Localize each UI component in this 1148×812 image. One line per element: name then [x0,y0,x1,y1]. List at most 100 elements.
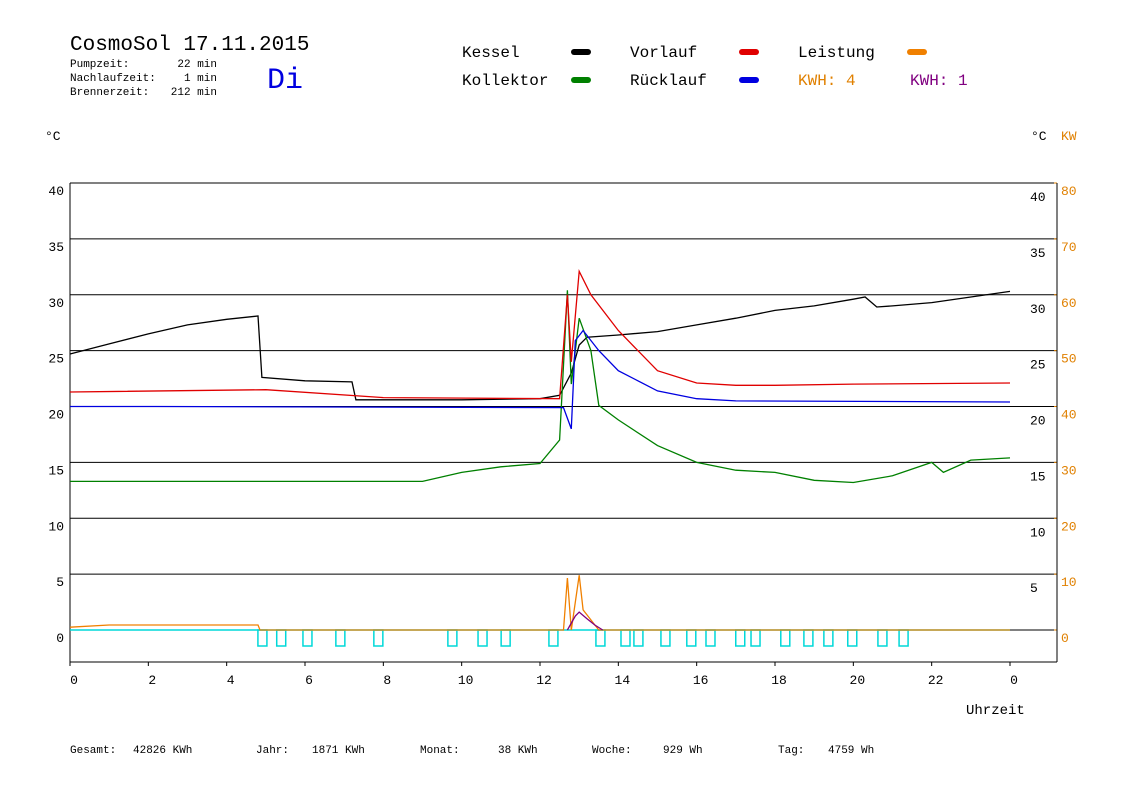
y-tick-label-right: 30 [1030,302,1046,317]
pump-marker [500,629,511,647]
pump-marker [335,629,346,647]
y-tick-label-right: 5 [1030,581,1038,596]
y-tick-label: 10 [48,519,64,534]
y-tick-label: 25 [48,352,64,367]
y-tick-label-right: 40 [1030,190,1046,205]
pump-marker [823,629,834,647]
x-axis-label: Uhrzeit [966,703,1025,719]
y-unit-right: °C [1031,129,1047,144]
y2-tick-label: 10 [1061,575,1077,590]
footer-value: 929 Wh [663,745,703,757]
pump-marker [302,629,313,647]
y2-tick-label: 20 [1061,519,1077,534]
x-tick-label: 14 [615,673,631,688]
y-unit: °C [45,129,61,144]
stat-label: Pumpzeit: [70,59,129,71]
footer-label: Gesamt: [70,745,116,757]
x-tick-label: 6 [305,673,313,688]
pump-marker [877,629,888,647]
y-tick-label: 40 [48,184,64,199]
series-line [566,611,604,631]
x-tick-label: 22 [928,673,944,688]
x-tick-label: 10 [458,673,474,688]
x-tick-label: 16 [693,673,709,688]
y2-unit: KW [1061,129,1077,144]
footer-value: 4759 Wh [828,745,874,757]
stat-value: 22 min [177,59,217,71]
y2-tick-label: 50 [1061,352,1077,367]
y2-tick-label: 40 [1061,408,1077,423]
stat-value: 1 min [184,73,217,85]
y-tick-label: 20 [48,408,64,423]
series-line [69,575,1010,631]
legend-label: Rücklauf [630,72,707,90]
series-line [70,329,1011,430]
pump-marker [477,629,488,647]
stat-label: Brennerzeit: [70,87,149,99]
stat-label: Nachlaufzeit: [70,73,156,85]
pump-marker [898,629,909,647]
legend-swatch [571,77,591,83]
weekday: Di [267,64,303,98]
y-tick-label: 0 [56,631,64,646]
pump-marker [705,629,716,647]
pump-marker [373,629,384,647]
legend-swatch [571,49,591,55]
y-tick-label: 15 [48,463,64,478]
x-tick-label: 4 [227,673,235,688]
legend-swatch [739,77,759,83]
x-tick-label: 2 [148,673,156,688]
pump-marker [447,629,458,647]
y2-tick-label: 80 [1061,184,1077,199]
footer-value: 1871 KWh [312,745,365,757]
y-tick-label-right: 25 [1030,358,1046,373]
series-line [69,268,1011,400]
series-line [70,290,1011,484]
y-tick-label-right: 15 [1030,469,1046,484]
chart-title: CosmoSol 17.11.2015 [70,34,309,57]
footer-value: 38 KWh [498,745,538,757]
x-tick-label: 20 [850,673,866,688]
pump-marker [735,629,746,647]
footer-label: Monat: [420,745,460,757]
y-tick-label: 5 [56,575,64,590]
kwh-label: KWH: 4 [798,72,856,90]
y-tick-label: 30 [48,296,64,311]
pump-marker [660,629,671,647]
y-tick-label: 35 [48,240,64,255]
footer-label: Tag: [778,745,804,757]
pump-marker [686,629,697,647]
legend-swatch [907,49,927,55]
legend-label: Kollektor [462,72,548,90]
stat-value: 212 min [171,87,217,99]
x-tick-label: 12 [536,673,552,688]
x-tick-label: 0 [1010,673,1018,688]
legend-label: Vorlauf [630,44,697,62]
y2-tick-label: 70 [1061,240,1077,255]
footer-label: Jahr: [256,745,289,757]
pump-marker [633,629,644,647]
y2-tick-label: 60 [1061,296,1077,311]
y-tick-label-right: 20 [1030,414,1046,429]
footer-label: Woche: [592,745,632,757]
pump-marker [847,629,858,647]
pump-marker [275,629,287,647]
pump-marker [595,629,606,647]
legend-label: Kessel [462,44,520,62]
y2-tick-label: 30 [1061,463,1077,478]
pump-marker [257,629,268,647]
kwh-label: KWH: 1 [910,72,968,90]
x-tick-label: 18 [771,673,787,688]
series-line [69,290,1011,401]
pump-marker [780,629,791,647]
pump-marker [803,629,814,647]
pump-marker [548,629,559,647]
pump-marker [750,629,761,647]
y2-tick-label: 0 [1061,631,1069,646]
footer-value: 42826 KWh [133,745,192,757]
y-tick-label-right: 35 [1030,246,1046,261]
x-tick-label: 8 [383,673,391,688]
legend-label: Leistung [798,44,875,62]
x-tick-label: 0 [70,673,78,688]
